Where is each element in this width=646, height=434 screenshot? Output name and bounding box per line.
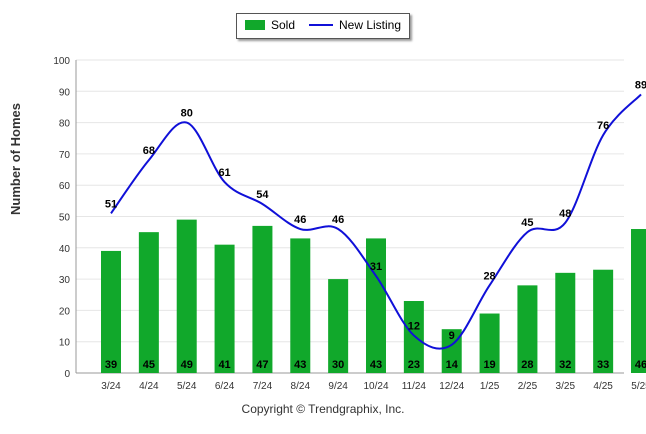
- bar-value-label: 23: [408, 359, 420, 371]
- copyright-footer: Copyright © Trendgraphix, Inc.: [241, 402, 405, 416]
- line-value-label: 51: [105, 198, 117, 210]
- line-value-label: 46: [332, 214, 344, 226]
- x-tick-label: 2/25: [518, 381, 538, 392]
- bar-sold: [290, 238, 311, 373]
- bar-value-label: 30: [332, 359, 344, 371]
- x-tick-label: 4/25: [593, 381, 613, 392]
- line-value-label: 54: [256, 189, 269, 201]
- line-value-label: 80: [181, 108, 193, 120]
- y-tick-label: 10: [59, 338, 71, 349]
- y-tick-label: 60: [59, 181, 71, 192]
- bar-value-label: 45: [143, 359, 155, 371]
- x-tick-label: 5/25: [631, 381, 646, 392]
- bar-value-label: 32: [559, 359, 571, 371]
- y-tick-label: 100: [53, 56, 70, 67]
- bar-sold: [101, 250, 121, 373]
- line-value-label: 76: [597, 120, 609, 132]
- line-value-label: 46: [294, 214, 306, 226]
- bar-value-label: 47: [256, 359, 268, 371]
- x-tick-label: 12/24: [439, 381, 464, 392]
- line-value-label: 9: [449, 330, 455, 342]
- bar-sold: [214, 244, 235, 373]
- bar-value-label: 14: [446, 359, 459, 371]
- legend-label-sold: Sold: [271, 18, 296, 32]
- bar-value-label: 19: [483, 359, 495, 371]
- x-tick-label: 9/24: [328, 381, 348, 392]
- line-value-label: 89: [635, 79, 646, 91]
- x-tick-label: 7/24: [253, 381, 273, 392]
- bar-sold: [366, 238, 386, 373]
- bar-value-label: 43: [294, 359, 306, 371]
- y-tick-label: 80: [59, 119, 71, 130]
- x-tick-label: 5/24: [177, 381, 197, 392]
- legend-item-sold[interactable]: Sold: [245, 18, 295, 32]
- y-tick-label: 30: [59, 275, 71, 286]
- y-tick-label: 90: [59, 87, 71, 98]
- bar-value-label: 39: [105, 359, 117, 371]
- bar-value-label: 49: [181, 359, 193, 371]
- x-tick-label: 8/24: [291, 381, 311, 392]
- x-tick-label: 6/24: [215, 381, 235, 392]
- line-value-label: 48: [559, 208, 571, 220]
- line-new-listing: [110, 93, 642, 350]
- line-value-label: 12: [408, 320, 420, 332]
- bar-value-label: 43: [370, 359, 382, 371]
- bar-sold: [138, 232, 159, 373]
- x-tick-label: 11/24: [402, 381, 427, 392]
- legend-swatch-new-listing: [309, 24, 333, 26]
- x-tick-label: 10/24: [363, 381, 388, 392]
- line-value-label: 61: [218, 167, 230, 179]
- y-tick-label: 20: [59, 306, 71, 317]
- bar-sold: [403, 301, 424, 373]
- chart-legend: Sold New Listing: [236, 13, 410, 39]
- bar-sold: [555, 272, 576, 373]
- y-tick-label: 0: [64, 369, 70, 380]
- line-value-label: 31: [370, 261, 382, 273]
- legend-label-new-listing: New Listing: [339, 18, 402, 32]
- line-value-label: 45: [521, 217, 533, 229]
- chart-plot: 0 10 20 30 40 50 60 70 80 90 100 39 45 49 41 47 43 30 43 23…: [53, 56, 646, 392]
- bar-sold: [176, 219, 197, 373]
- legend-swatch-sold: [245, 20, 265, 30]
- x-tick-label: 4/24: [139, 381, 159, 392]
- bar-sold: [517, 285, 538, 373]
- y-tick-label: 40: [59, 244, 71, 255]
- y-tick-label: 50: [59, 213, 71, 224]
- x-tick-label: 3/25: [556, 381, 576, 392]
- y-tick-label: 70: [59, 150, 71, 161]
- line-value-label: 28: [483, 270, 495, 282]
- bar-value-label: 46: [635, 359, 646, 371]
- bar-sold: [593, 269, 614, 373]
- x-tick-label: 3/24: [101, 381, 121, 392]
- bar-sold: [252, 225, 273, 373]
- bar-sold: [631, 229, 646, 373]
- bar-value-label: 28: [521, 359, 533, 371]
- bar-sold: [328, 279, 349, 373]
- line-value-label: 68: [143, 145, 155, 157]
- legend-item-new-listing[interactable]: New Listing: [309, 18, 401, 32]
- bar-sold: [479, 313, 500, 373]
- bar-value-label: 33: [597, 359, 609, 371]
- x-tick-label: 1/25: [480, 381, 500, 392]
- bar-value-label: 41: [218, 359, 230, 371]
